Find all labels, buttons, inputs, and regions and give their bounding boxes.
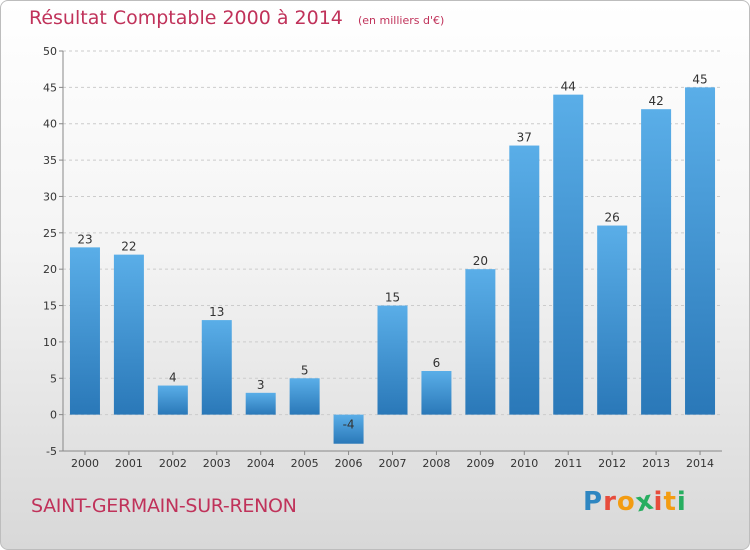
y-tick-label: 40 [43,118,57,131]
bar-2014 [685,87,716,415]
chart-title: Résultat Comptable 2000 à 2014 [29,7,343,29]
chart-header: Résultat Comptable 2000 à 2014 (en milli… [29,7,444,29]
value-label: 20 [473,254,488,268]
bar-2001 [113,254,144,415]
x-tick-label: 2005 [291,457,319,470]
value-label: 23 [77,232,92,246]
bar-2008 [421,371,452,415]
x-tick-label: 2009 [466,457,494,470]
logo-letter: i [653,487,664,517]
value-label: 42 [648,94,663,108]
value-label: 15 [385,291,400,305]
value-label: 22 [121,240,136,254]
logo-letter: P [583,487,604,517]
y-tick-label: 5 [50,372,57,385]
bar-2003 [201,320,232,415]
x-tick-label: 2011 [554,457,582,470]
value-label: 44 [561,80,576,94]
logo-letter: r [603,487,617,517]
bar-2011 [553,94,584,415]
bar-2013 [641,109,672,415]
y-tick-label: 45 [43,81,57,94]
value-label: 4 [169,371,177,385]
bar-2010 [509,145,540,415]
y-tick-label: 20 [43,263,57,276]
proxiti-logo[interactable]: Proxiti [583,485,687,518]
value-label: 3 [257,378,265,392]
y-tick-label: 25 [43,227,57,240]
value-label: 6 [433,356,441,370]
y-tick-label: 50 [43,45,57,58]
value-label: 5 [301,363,309,377]
x-tick-label: 2006 [335,457,363,470]
value-label: 26 [605,211,620,225]
x-tick-label: 2014 [686,457,714,470]
x-tick-label: 2004 [247,457,275,470]
x-tick-label: 2001 [115,457,143,470]
commune-name: SAINT-GERMAIN-SUR-RENON [31,495,297,517]
bar-2005 [289,378,320,415]
x-tick-label: 2000 [71,457,99,470]
value-label: 45 [692,72,707,86]
y-tick-label: 35 [43,154,57,167]
y-tick-label: 10 [43,336,57,349]
bar-2009 [465,269,496,415]
chart-subtitle: (en milliers d'€) [357,14,445,27]
x-tick-label: 2008 [422,457,450,470]
value-label: 13 [209,305,224,319]
y-tick-label: 30 [43,190,57,203]
x-tick-label: 2013 [642,457,670,470]
bar-2004 [245,392,276,415]
y-tick-label: -5 [46,445,57,458]
x-tick-label: 2003 [203,457,231,470]
y-tick-label: 0 [50,409,57,422]
logo-letter: o [616,487,636,517]
value-label: 37 [517,131,532,145]
x-tick-label: 2012 [598,457,626,470]
x-tick-label: 2002 [159,457,187,470]
x-tick-label: 2010 [510,457,538,470]
bar-2012 [597,225,628,415]
bar-2006 [333,414,364,444]
bar-2000 [69,247,100,415]
y-tick-label: 15 [43,300,57,313]
x-tick-label: 2007 [379,457,407,470]
logo-letter: t [663,487,677,517]
value-label: -4 [343,418,355,432]
bar-2007 [377,305,408,415]
logo-letter: i [676,487,687,517]
bar-2002 [157,385,188,415]
